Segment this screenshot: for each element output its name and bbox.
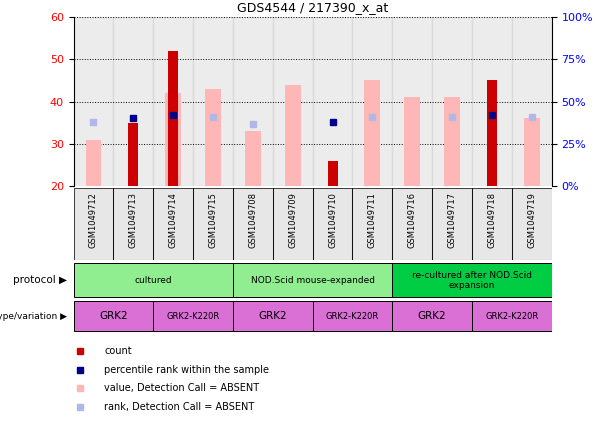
- Text: GRK2: GRK2: [259, 311, 287, 321]
- Bar: [74, 301, 153, 332]
- Bar: [313, 188, 352, 260]
- Bar: [233, 188, 273, 260]
- Bar: [487, 80, 497, 186]
- Bar: [472, 301, 552, 332]
- Bar: [74, 17, 113, 186]
- Text: GRK2-K220R: GRK2-K220R: [167, 312, 219, 321]
- Bar: [392, 17, 432, 186]
- Bar: [392, 263, 552, 297]
- Bar: [153, 188, 193, 260]
- Text: protocol ▶: protocol ▶: [13, 275, 67, 285]
- Bar: [444, 97, 460, 186]
- Bar: [313, 188, 352, 260]
- Bar: [512, 17, 552, 186]
- Bar: [273, 17, 313, 186]
- Bar: [86, 140, 102, 186]
- Bar: [313, 301, 392, 332]
- Bar: [233, 188, 273, 260]
- Bar: [193, 17, 233, 186]
- Text: genotype/variation ▶: genotype/variation ▶: [0, 312, 67, 321]
- Bar: [352, 188, 392, 260]
- Text: re-cultured after NOD.Scid
expansion: re-cultured after NOD.Scid expansion: [412, 271, 532, 290]
- Bar: [512, 188, 552, 260]
- Bar: [352, 17, 392, 186]
- Bar: [74, 188, 113, 260]
- Text: GSM1049713: GSM1049713: [129, 192, 138, 248]
- Bar: [153, 188, 193, 260]
- Text: GSM1049714: GSM1049714: [169, 192, 178, 248]
- Bar: [313, 17, 352, 186]
- Bar: [524, 118, 539, 186]
- Bar: [472, 188, 512, 260]
- Text: GRK2-K220R: GRK2-K220R: [485, 312, 538, 321]
- Bar: [153, 301, 233, 332]
- Text: GRK2-K220R: GRK2-K220R: [326, 312, 379, 321]
- Bar: [392, 188, 432, 260]
- Text: GRK2: GRK2: [418, 311, 446, 321]
- Text: value, Detection Call = ABSENT: value, Detection Call = ABSENT: [104, 383, 259, 393]
- Text: GSM1049717: GSM1049717: [447, 192, 457, 248]
- Bar: [193, 188, 233, 260]
- Text: GSM1049708: GSM1049708: [248, 192, 257, 248]
- Bar: [233, 17, 273, 186]
- Text: cultured: cultured: [134, 276, 172, 285]
- Bar: [432, 17, 472, 186]
- Text: percentile rank within the sample: percentile rank within the sample: [104, 365, 269, 375]
- Bar: [432, 188, 472, 260]
- Bar: [327, 161, 338, 186]
- Text: rank, Detection Call = ABSENT: rank, Detection Call = ABSENT: [104, 402, 254, 412]
- Text: GSM1049718: GSM1049718: [487, 192, 497, 248]
- Bar: [472, 17, 512, 186]
- Text: GSM1049712: GSM1049712: [89, 192, 98, 248]
- Text: GSM1049715: GSM1049715: [208, 192, 218, 248]
- Bar: [166, 93, 181, 186]
- Bar: [472, 188, 512, 260]
- Bar: [233, 263, 392, 297]
- Bar: [74, 263, 233, 297]
- Bar: [364, 80, 380, 186]
- Bar: [168, 51, 178, 186]
- Bar: [273, 188, 313, 260]
- Bar: [392, 188, 432, 260]
- Text: GRK2: GRK2: [99, 311, 128, 321]
- Text: GSM1049711: GSM1049711: [368, 192, 377, 248]
- Bar: [245, 131, 261, 186]
- Title: GDS4544 / 217390_x_at: GDS4544 / 217390_x_at: [237, 1, 388, 14]
- Bar: [392, 301, 472, 332]
- Bar: [113, 188, 153, 260]
- Bar: [432, 188, 472, 260]
- Text: NOD.Scid mouse-expanded: NOD.Scid mouse-expanded: [251, 276, 375, 285]
- Bar: [153, 17, 193, 186]
- Bar: [352, 188, 392, 260]
- Bar: [193, 188, 233, 260]
- Bar: [113, 17, 153, 186]
- Text: GSM1049719: GSM1049719: [527, 192, 536, 248]
- Text: GSM1049710: GSM1049710: [328, 192, 337, 248]
- Bar: [205, 89, 221, 186]
- Bar: [284, 85, 300, 186]
- Bar: [113, 188, 153, 260]
- Bar: [74, 188, 113, 260]
- Bar: [405, 97, 421, 186]
- Text: count: count: [104, 346, 132, 356]
- Text: GSM1049716: GSM1049716: [408, 192, 417, 248]
- Bar: [233, 301, 313, 332]
- Bar: [273, 188, 313, 260]
- Text: GSM1049709: GSM1049709: [288, 192, 297, 248]
- Bar: [512, 188, 552, 260]
- Bar: [128, 123, 139, 186]
